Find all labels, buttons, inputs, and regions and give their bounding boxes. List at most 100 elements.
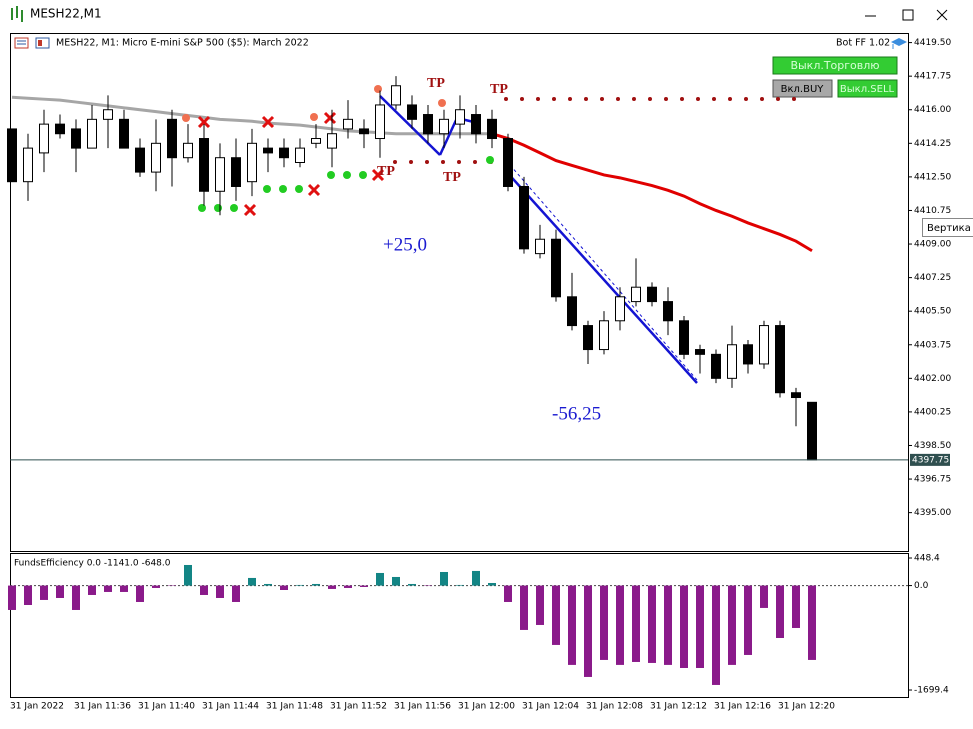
- bar: [152, 585, 160, 588]
- candle-body: [775, 325, 785, 394]
- y-tick-label: -1699.4: [914, 686, 949, 696]
- bar: [728, 585, 736, 665]
- x-tick-label: 31 Jan 12:12: [650, 702, 707, 712]
- x-tick-label: 31 Jan 12:16: [714, 702, 771, 712]
- candle-body: [279, 147, 289, 159]
- bar: [216, 585, 224, 598]
- y-tick-label: 4403.75: [914, 340, 951, 350]
- last-price-label: 4397.75: [912, 455, 949, 465]
- subchart-title: FundsEfficiency 0.0 -1141.0 -648.0: [14, 559, 171, 569]
- sl-dot: [409, 160, 413, 164]
- candle-body: [343, 118, 353, 130]
- bar: [536, 585, 544, 625]
- candle-body: [407, 104, 417, 120]
- close-mark: [261, 115, 275, 129]
- candle-body: [87, 118, 97, 149]
- y-tick-label: 4395.00: [914, 508, 951, 518]
- trade-arrow: [438, 117, 459, 156]
- candle-body: [71, 128, 81, 149]
- bar: [552, 585, 560, 645]
- y-tick-label: 4409.00: [914, 240, 951, 250]
- signal-dot: [327, 171, 335, 179]
- ma-line: [11, 95, 492, 136]
- bar: [248, 577, 256, 586]
- candle-body: [7, 128, 17, 183]
- y-tick-label: 4419.50: [914, 38, 951, 48]
- annotation: +25,0: [383, 234, 427, 255]
- candle-body: [167, 118, 177, 159]
- tp-dot: [632, 97, 636, 101]
- y-tick-label: 4410.75: [914, 206, 951, 216]
- candle-body: [503, 138, 513, 187]
- button-label[interactable]: Выкл.Торговлю: [790, 59, 879, 72]
- bar: [456, 584, 464, 586]
- x-tick-label: 31 Jan 11:56: [394, 702, 451, 712]
- bar: [408, 583, 416, 586]
- bar: [568, 585, 576, 665]
- bar: [488, 582, 496, 586]
- signal-dot: [343, 171, 351, 179]
- y-tick-label: 4405.50: [914, 307, 951, 317]
- bar: [504, 585, 512, 602]
- candle-body: [743, 344, 753, 365]
- sl-dot: [457, 160, 461, 164]
- y-tick-label: 4402.00: [914, 374, 951, 384]
- sub-plot-frame: [10, 553, 909, 698]
- candle-body: [183, 142, 193, 159]
- bar: [344, 585, 352, 588]
- y-tick-label: 4396.75: [914, 475, 951, 485]
- window-controls[interactable]: [865, 9, 948, 21]
- x-tick-label: 31 Jan 11:44: [202, 702, 259, 712]
- bar: [472, 570, 480, 586]
- candle-body: [311, 138, 321, 144]
- header-icons: [14, 37, 50, 49]
- tooltip: Вертика: [922, 218, 973, 237]
- sl-dot: [441, 160, 445, 164]
- close-mark: [323, 111, 337, 125]
- candle-body: [39, 123, 49, 154]
- tp-dot: [776, 97, 780, 101]
- bar: [8, 585, 16, 610]
- button-trade[interactable]: Выкл.Торговлю: [772, 56, 898, 75]
- candle-body: [679, 320, 689, 355]
- y-tick-label: 4400.25: [914, 407, 951, 417]
- annotation: TP: [427, 76, 445, 91]
- bar: [376, 572, 384, 586]
- bar: [616, 585, 624, 665]
- candle-body: [551, 238, 561, 298]
- candle-body: [807, 401, 817, 461]
- candle-body: [631, 286, 641, 303]
- tp-dot: [696, 97, 700, 101]
- x-tick-label: 31 Jan 12:08: [586, 702, 643, 712]
- candle-body: [359, 128, 369, 135]
- signal-dot: [310, 113, 318, 121]
- bar: [72, 585, 80, 610]
- close-mark: [197, 115, 211, 129]
- tp-dot: [680, 97, 684, 101]
- sl-dot: [393, 160, 397, 164]
- window-title: MESH22,M1: [30, 7, 102, 21]
- candle-body: [711, 353, 721, 379]
- button-buy[interactable]: Вкл.BUY: [772, 79, 833, 98]
- y-tick-label: 4412.50: [914, 172, 951, 182]
- bar: [120, 585, 128, 592]
- bar: [232, 585, 240, 602]
- x-tick-label: 31 Jan 11:40: [138, 702, 195, 712]
- candle-body: [695, 349, 705, 355]
- bar: [744, 585, 752, 655]
- bar: [696, 585, 704, 668]
- bar: [56, 585, 64, 598]
- button-sell[interactable]: Выкл.SELL: [837, 79, 898, 98]
- button-label[interactable]: Выкл.SELL: [840, 84, 895, 95]
- candle-body: [727, 344, 737, 379]
- button-label[interactable]: Вкл.BUY: [781, 84, 825, 95]
- bar: [808, 585, 816, 660]
- candle-body: [471, 114, 481, 135]
- bar: [200, 585, 208, 595]
- bar: [664, 585, 672, 665]
- y-tick-label: 4414.25: [914, 139, 951, 149]
- bar: [680, 585, 688, 668]
- signal-dot: [182, 114, 190, 122]
- bar: [440, 571, 448, 586]
